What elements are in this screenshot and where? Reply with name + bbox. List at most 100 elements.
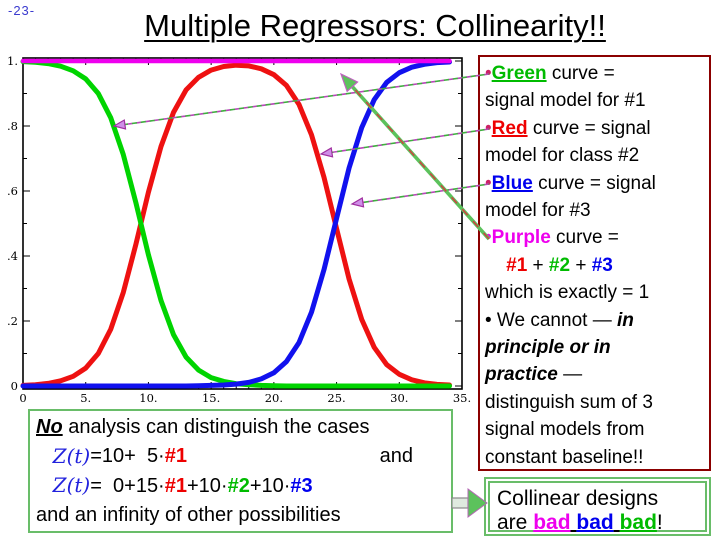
text-segment: #1 — [164, 475, 187, 497]
text-segment: #1 — [506, 254, 528, 276]
text-segment: constant baseline!! — [485, 446, 644, 468]
text-line: constant baseline!! — [485, 444, 709, 471]
text-segment: — — [557, 364, 583, 386]
text-line: which is exactly = 1 — [485, 279, 709, 306]
text-segment: #3 — [290, 475, 313, 497]
text-segment: Z(t) — [52, 473, 91, 497]
text-segment: which is exactly = 1 — [485, 282, 650, 304]
annotation-arrowhead-icon — [350, 196, 365, 208]
text-segment: + — [570, 254, 592, 276]
text-line: model for class #2 — [485, 142, 709, 169]
text-segment: Red — [491, 117, 528, 139]
text-line: model for #3 — [485, 197, 709, 224]
text-segment: Z(t) — [52, 444, 91, 468]
text-segment: + — [527, 254, 549, 276]
text-segment: and — [379, 445, 413, 467]
text-segment: • We cannot — — [485, 309, 617, 331]
annotation-arrow-line — [351, 85, 491, 241]
text-segment: #1 — [164, 445, 187, 467]
text-line: Z(t) =10+ 5· #1 and — [36, 442, 445, 471]
text-segment: and an infinity of other possibilities — [36, 504, 341, 526]
y-tick-label: .6 — [7, 184, 18, 198]
red-curve — [20, 62, 452, 388]
text-segment: #2 — [548, 254, 571, 276]
text-segment: are — [497, 511, 534, 534]
text-segment: = 0+15· — [90, 475, 165, 497]
text-line: signal model for #1 — [485, 87, 709, 114]
block-arrow-shaft — [451, 497, 469, 509]
text-segment: curve = signal — [532, 172, 656, 194]
text-segment: curve = — [550, 227, 619, 249]
text-segment: Green — [491, 63, 547, 84]
text-segment: Blue — [491, 172, 533, 194]
text-segment: #3 — [591, 254, 613, 276]
text-segment: • — [485, 117, 492, 139]
text-line: • We cannot — in — [485, 307, 709, 334]
collinear-box: Collinear designs are bad bad bad! — [484, 477, 711, 536]
text-segment: +10· — [249, 475, 291, 497]
annotation-arrowhead-icon — [319, 146, 334, 158]
text-line: •Purple curve = — [485, 224, 709, 251]
annotation-arrow-line — [331, 128, 490, 154]
annotation-arrow-line — [124, 73, 490, 126]
annotation-arrowhead-icon — [112, 119, 127, 130]
x-tick-label: 0 — [19, 391, 26, 405]
text-segment: model for class #2 — [485, 145, 640, 167]
blue-curve — [20, 59, 452, 389]
text-segment: No — [36, 416, 63, 438]
text-line: and an infinity of other possibilities — [36, 501, 445, 530]
text-line: •Blue curve = signal — [485, 170, 709, 197]
text-segment: Collinear designs — [497, 487, 659, 510]
x-tick-label: 10. — [139, 391, 157, 405]
y-tick-label: .2 — [7, 314, 18, 328]
text-line: distinguish sum of 3 — [485, 389, 709, 416]
text-line: are bad bad bad! — [497, 511, 709, 535]
text-segment: • — [485, 63, 492, 84]
text-line: •Red curve = signal — [485, 115, 709, 142]
text-segment — [36, 442, 53, 471]
text-line: •Green curve = — [485, 60, 709, 87]
annotation-arrow-dash — [124, 73, 490, 126]
text-line: practice — — [485, 361, 709, 388]
text-segment: analysis can distinguish the cases — [62, 416, 370, 438]
x-tick-label: 25. — [327, 391, 345, 405]
text-segment: distinguish sum of 3 — [485, 391, 653, 413]
x-tick-label: 5. — [80, 391, 91, 405]
green-curve — [20, 59, 452, 389]
annotation-arrow-dash — [351, 86, 490, 240]
annotation-arrowhead-icon — [339, 72, 359, 93]
slide-title: Multiple Regressors: Collinearity!! — [144, 8, 606, 43]
plot-frame — [22, 57, 463, 390]
text-segment: bad — [619, 511, 657, 534]
text-line: signal models from — [485, 416, 709, 443]
text-segment — [485, 255, 506, 276]
text-segment: practice — [485, 364, 558, 386]
text-segment: model for #3 — [485, 200, 591, 222]
text-segment: =10+ 5· — [90, 445, 165, 467]
y-tick-label: 0 — [11, 379, 18, 393]
annotation-arrow-line — [362, 183, 490, 204]
text-segment: • — [485, 227, 492, 249]
x-tick-label: 35. — [453, 391, 471, 405]
text-line: #1 + #2 + #3 — [485, 252, 709, 279]
text-segment: signal models from — [485, 419, 645, 441]
page-number: -23- — [8, 3, 36, 18]
text-segment: #2 — [227, 475, 250, 497]
text-segment: • — [485, 172, 492, 194]
text-segment: in — [616, 309, 634, 331]
text-segment — [36, 475, 53, 497]
right-panel: •Green curve = signal model for #1 •Red cu… — [478, 55, 711, 471]
text-line: principle or in — [485, 334, 709, 361]
text-segment: curve = — [546, 63, 615, 84]
y-tick-label: 1. — [7, 54, 18, 68]
text-segment: bad — [576, 511, 614, 534]
annotation-arrow-dash — [331, 128, 490, 154]
y-tick-label: .4 — [7, 249, 18, 263]
bottom-note-box: No analysis can distinguish the cases Z(… — [28, 409, 453, 533]
text-line: Z(t)= 0+15·#1+10·#2+10·#3 — [36, 471, 445, 501]
x-tick-label: 30. — [390, 391, 408, 405]
text-line: Collinear designs — [497, 487, 709, 511]
text-segment: Purple — [491, 227, 551, 249]
text-segment: signal model for #1 — [485, 90, 646, 112]
